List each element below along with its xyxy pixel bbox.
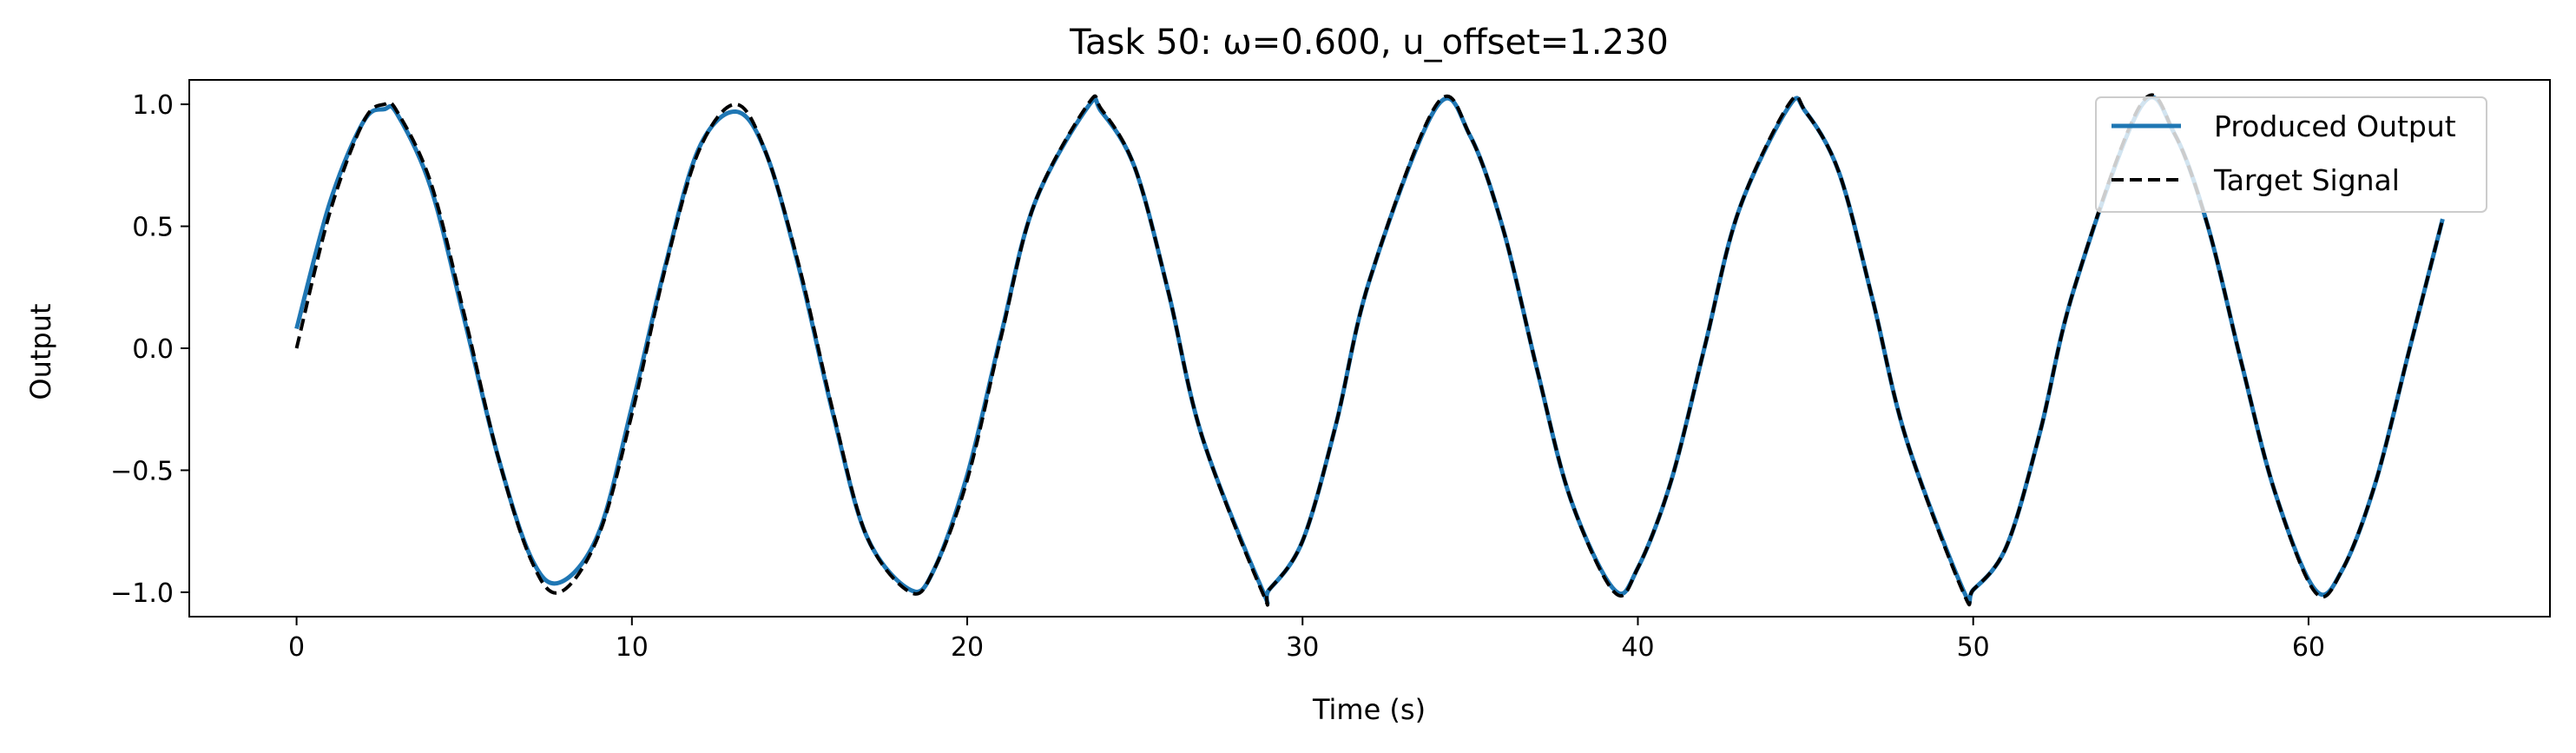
axis-ticks: 0 10 20 30 40 50 60 −1.0 −0.5 0.0 0.5 1.0 bbox=[110, 90, 2325, 663]
legend: Produced Output Target Signal bbox=[2095, 96, 2487, 213]
x-tick-label: 50 bbox=[1957, 632, 1990, 663]
plot-area bbox=[294, 93, 2445, 607]
chart-title: Task 50: ω=0.600, u_offset=1.230 bbox=[1069, 23, 1669, 63]
series-line-target-signal bbox=[294, 93, 2445, 607]
x-tick-label: 0 bbox=[288, 632, 305, 663]
x-tick-label: 20 bbox=[951, 632, 984, 663]
legend-label-produced-output: Produced Output bbox=[2214, 109, 2456, 143]
y-axis-label: Output bbox=[24, 303, 57, 400]
x-axis-label: Time (s) bbox=[1312, 693, 1426, 726]
legend-box bbox=[2095, 96, 2487, 213]
y-tick-label: 1.0 bbox=[132, 90, 174, 121]
x-tick-label: 10 bbox=[616, 632, 649, 663]
x-tick-label: 40 bbox=[1621, 632, 1654, 663]
y-tick-label: 0.0 bbox=[132, 334, 174, 365]
legend-label-target-signal: Target Signal bbox=[2213, 163, 2400, 197]
series-line-produced-output bbox=[294, 95, 2445, 605]
y-tick-label: −1.0 bbox=[110, 578, 174, 609]
y-tick-label: −0.5 bbox=[110, 456, 174, 486]
y-tick-label: 0.5 bbox=[132, 213, 174, 243]
x-tick-label: 60 bbox=[2292, 632, 2325, 663]
x-tick-label: 30 bbox=[1286, 632, 1319, 663]
